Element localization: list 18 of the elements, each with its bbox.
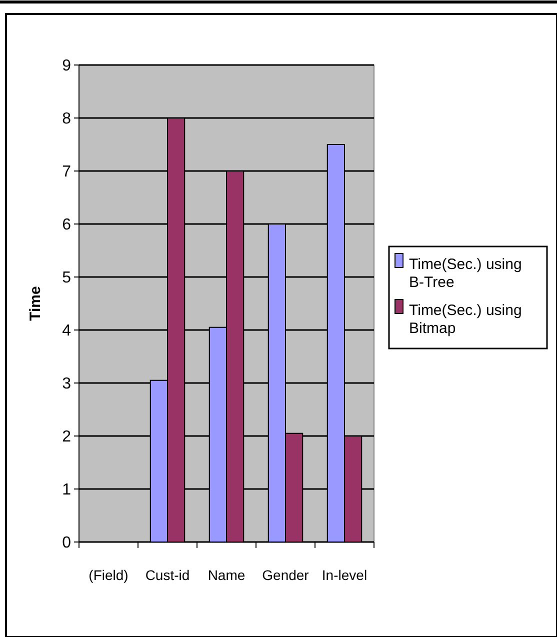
y-tick-label: 6	[62, 216, 72, 234]
y-tick-label: 7	[62, 164, 72, 181]
y-tick-label: 9	[62, 58, 72, 75]
x-tick-label: (Field)	[88, 567, 128, 583]
y-tick-label: 8	[62, 110, 72, 128]
x-tick-label: In-level	[322, 567, 368, 583]
x-tick-label: Name	[208, 567, 246, 583]
y-tick-label: 1	[62, 482, 72, 499]
y-tick-label: 3	[62, 376, 72, 393]
legend-label: Time(Sec.) using B-Tree	[409, 256, 522, 291]
x-tick-label: Gender	[262, 567, 310, 583]
y-tick-label: 2	[62, 428, 72, 446]
y-tick-label: 4	[62, 322, 72, 340]
y-axis-title: Time	[27, 286, 44, 321]
y-tick-label: 5	[62, 270, 72, 287]
legend-label: Time(Sec.) using Bitmap	[409, 302, 522, 337]
y-tick-label: 0	[62, 534, 72, 552]
x-tick-label: Cust-id	[145, 567, 190, 583]
